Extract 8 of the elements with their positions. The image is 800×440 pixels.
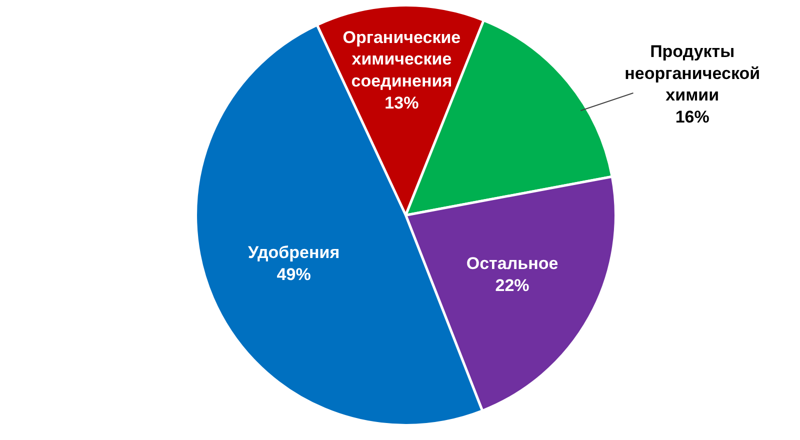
slice-label: Органические химические соединения [342,28,461,90]
data-label: 22% [495,276,530,295]
data-label: 16% [675,108,710,127]
data-label: 13% [384,93,419,112]
slice-label: Остальное [466,254,558,274]
slice-label: Удобрения [248,242,340,262]
slice-label: Продукты неорганической химии [624,42,760,105]
data-label: 49% [276,264,311,284]
